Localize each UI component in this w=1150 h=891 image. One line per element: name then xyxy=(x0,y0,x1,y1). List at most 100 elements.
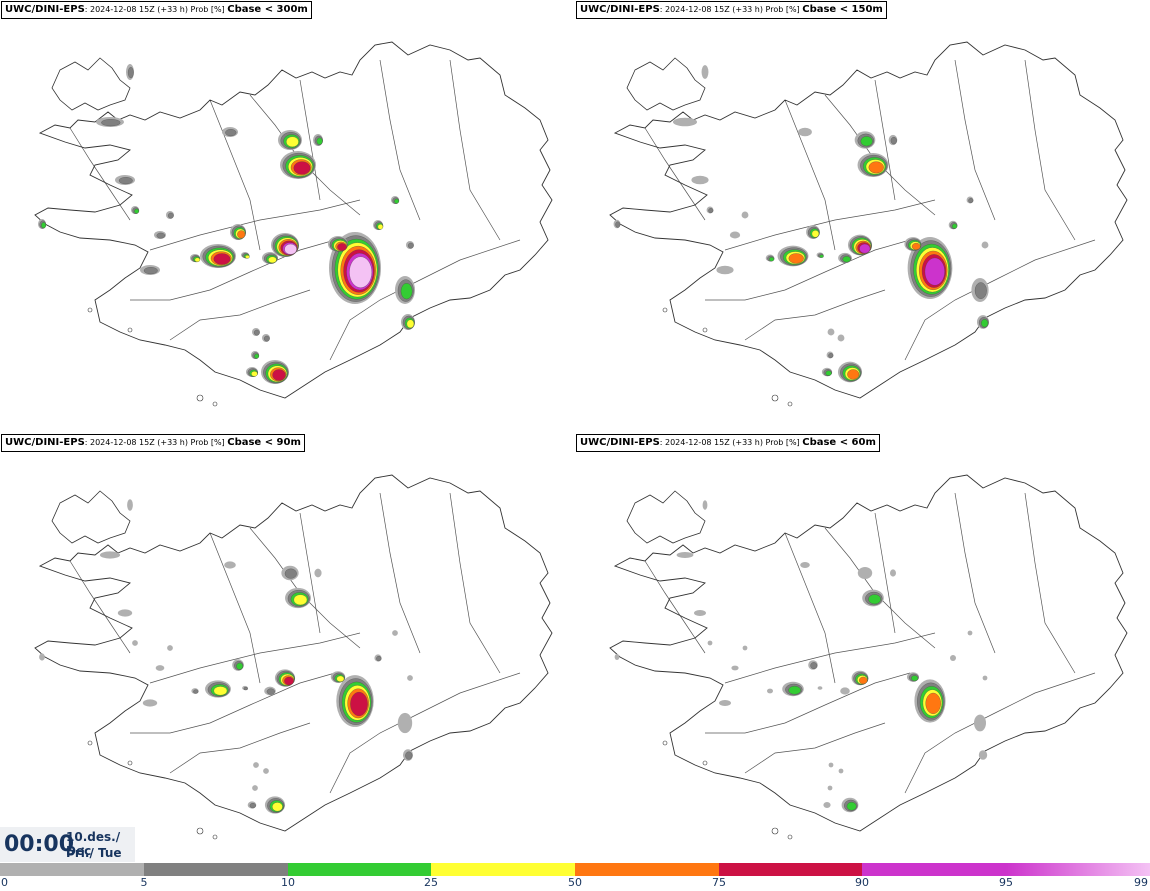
probability-area xyxy=(691,175,709,185)
probability-area xyxy=(274,669,296,687)
probability-area xyxy=(614,654,620,660)
probability-area xyxy=(719,700,731,706)
probability-area xyxy=(777,245,809,267)
island xyxy=(702,327,708,333)
probability-area xyxy=(613,219,621,229)
island xyxy=(212,834,218,840)
probability-area xyxy=(816,252,824,258)
region-border xyxy=(644,560,706,654)
probability-area xyxy=(978,750,988,760)
probability-area xyxy=(253,762,259,768)
region-border xyxy=(824,527,936,649)
iceland-map xyxy=(609,41,1128,407)
probability-area xyxy=(251,351,260,359)
probability-area xyxy=(841,797,859,813)
probability-area xyxy=(392,630,398,636)
probability-area xyxy=(166,211,174,219)
probability-area xyxy=(205,680,231,698)
coastline xyxy=(609,41,1128,399)
variable-name: Cbase < 150m xyxy=(802,4,883,15)
coastline xyxy=(34,41,553,399)
probability-area xyxy=(847,234,873,256)
panel-title: UWC/DINI-EPS: 2024-12-08 15Z (+33 h) Pro… xyxy=(576,1,887,19)
coastline xyxy=(34,474,553,832)
region-border xyxy=(209,532,261,684)
island xyxy=(196,827,204,835)
probability-area xyxy=(676,552,694,558)
probability-area xyxy=(373,220,384,230)
probability-area xyxy=(278,130,302,150)
colorbar-tick-5: 5 xyxy=(140,876,148,889)
probability-area xyxy=(397,712,413,734)
island xyxy=(787,834,793,840)
probability-area xyxy=(857,152,889,178)
coastline-westfjords xyxy=(626,490,706,544)
island xyxy=(196,394,204,402)
region-border xyxy=(705,239,911,301)
probability-area xyxy=(907,672,919,682)
probability-area xyxy=(838,252,852,264)
region-border xyxy=(169,289,311,341)
model-name: UWC/DINI-EPS xyxy=(5,4,85,15)
run-info: : 2024-12-08 15Z (+33 h) Prob [%] xyxy=(84,5,228,14)
probability-area xyxy=(981,241,989,249)
coastline xyxy=(609,474,1128,832)
region-border xyxy=(724,199,936,251)
probability-area xyxy=(154,231,166,239)
probability-area xyxy=(914,679,946,723)
island xyxy=(771,827,779,835)
model-name: UWC/DINI-EPS xyxy=(5,437,85,448)
probability-area xyxy=(948,220,958,230)
variable-name: Cbase < 60m xyxy=(802,437,876,448)
probability-area xyxy=(96,117,124,127)
region-border xyxy=(449,492,501,674)
probability-area xyxy=(391,196,400,204)
map-panel-cbase-90m: UWC/DINI-EPS: 2024-12-08 15Z (+33 h) Pro… xyxy=(0,433,575,870)
coastline-westfjords xyxy=(51,57,131,111)
region-border xyxy=(379,59,421,221)
region-border xyxy=(169,722,311,774)
probability-area xyxy=(328,236,348,252)
probability-area xyxy=(838,768,844,774)
probability-area xyxy=(407,675,413,681)
probability-area xyxy=(374,654,382,662)
probability-area xyxy=(117,609,133,617)
probability-area xyxy=(329,232,381,304)
island xyxy=(212,401,218,407)
probability-area xyxy=(742,645,748,651)
colorbar-tick-10: 10 xyxy=(281,876,295,889)
valid-date: 10.des./ Dec xyxy=(66,830,121,858)
probability-area xyxy=(252,785,258,791)
probability-area xyxy=(826,351,834,359)
probability-area xyxy=(974,714,986,732)
probability-area xyxy=(115,175,135,185)
probability-area xyxy=(242,685,248,691)
probability-area xyxy=(967,630,973,636)
probability-area xyxy=(285,587,311,609)
colorbar-tick-75: 75 xyxy=(712,876,726,889)
probability-area xyxy=(406,241,414,249)
region-border xyxy=(744,289,886,341)
probability-area xyxy=(222,127,238,137)
model-name: UWC/DINI-EPS xyxy=(580,437,660,448)
probability-area xyxy=(907,237,953,299)
panel-title: UWC/DINI-EPS: 2024-12-08 15Z (+33 h) Pro… xyxy=(576,434,880,452)
run-info: : 2024-12-08 15Z (+33 h) Prob [%] xyxy=(84,438,228,447)
probability-area xyxy=(800,562,810,568)
probability-area xyxy=(402,749,414,761)
probability-area xyxy=(336,675,374,727)
probability-area xyxy=(827,785,833,791)
probability-area xyxy=(808,660,818,670)
probability-area xyxy=(167,645,173,651)
region-border xyxy=(874,512,896,634)
island xyxy=(127,327,133,333)
probability-area xyxy=(131,206,140,214)
colorbar-tick-0: 0 xyxy=(1,876,8,889)
region-border xyxy=(705,672,911,734)
probability-area xyxy=(827,328,835,336)
probability-area xyxy=(837,361,863,383)
probability-area xyxy=(806,225,820,239)
colorbar-segment-3 xyxy=(431,863,575,876)
region-border xyxy=(249,527,361,649)
probability-area xyxy=(857,567,873,579)
